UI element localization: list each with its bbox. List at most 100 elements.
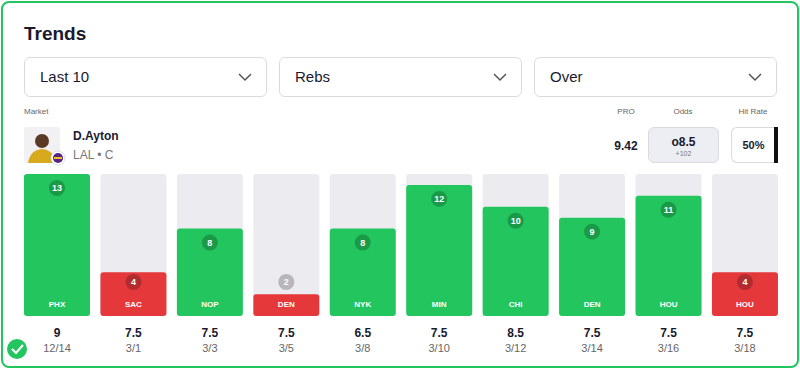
bar [100,272,166,316]
value-badge [737,274,753,290]
odds-line: o8.5 [649,135,718,149]
column-backgrounds [24,174,778,316]
check-mark [12,345,23,353]
market-label: Market [24,107,48,116]
game-date: 3/14 [581,342,602,354]
chevron-icon [493,72,507,82]
game-date: 3/16 [658,342,679,354]
bar [330,229,396,316]
bar [559,218,625,316]
value-badge [431,191,447,207]
category-label: MIN [432,300,447,309]
bar [712,272,778,316]
line-value: 7.5 [660,326,677,340]
game-date: 12/14 [43,342,71,354]
category-label: DEN [584,300,601,309]
data-label: 2 [284,277,289,287]
chevron-icon [748,72,762,82]
pro-value: 9.42 [606,139,646,153]
game-date: 3/18 [734,342,755,354]
page: Trends Last 10 Rebs Over Market PRO Odds Hit Ra… [0,0,800,369]
filter-dropdown[interactable]: Last 10 [24,57,267,97]
data-label: 10 [511,216,521,226]
bar [24,174,90,316]
game-date: 3/5 [279,342,294,354]
line-value: 7.5 [202,326,219,340]
column-bg [712,174,778,316]
category-label: NYK [354,300,371,309]
line-value: 7.5 [584,326,601,340]
pro-label: PRO [612,107,640,116]
column-bg [177,174,243,316]
category-label: NOP [201,300,219,309]
value-badge [508,213,524,229]
category-label: CHI [509,300,523,309]
column-bg [483,174,549,316]
hit-rate-label: Hit Rate [731,107,775,116]
line-value: 6.5 [354,326,371,340]
bar [483,207,549,316]
value-badge [661,202,677,218]
hit-rate-indicator [774,127,778,163]
data-label: 13 [52,183,62,193]
title: Trends [24,23,86,45]
team-logo-inner [53,153,63,163]
odds-price: +102 [649,150,718,157]
bar [406,185,472,316]
data-label: 11 [664,205,674,215]
line-value: 7.5 [431,326,448,340]
data-label: 9 [590,227,595,237]
line-value: 9 [54,326,61,340]
value-badge [355,235,371,251]
odds-box[interactable]: o8.5+102 [648,127,719,163]
game-date: 3/12 [505,342,526,354]
chevron [239,74,251,80]
category-label: HOU [736,300,754,309]
filter-label: Over [550,68,583,85]
column-bg [24,174,90,316]
filter-dropdown[interactable]: Rebs [279,57,522,97]
bar [636,196,702,316]
bar [177,229,243,316]
line-value: 7.5 [737,326,754,340]
data-label: 4 [742,277,747,287]
hit-rate-box: 50% [731,127,775,163]
chart: 13PHX912/144SAC7.53/18NOP7.53/32DEN7.53/… [0,0,800,369]
category-label: DEN [278,300,295,309]
avatar-head [35,134,49,148]
column-bg [636,174,702,316]
category-label: HOU [660,300,678,309]
value-badge [125,274,141,290]
player-avatar [22,126,66,166]
data-label: 8 [207,238,212,248]
column-bg [406,174,472,316]
check-icon [7,339,27,359]
hit-rate-value: 50% [732,139,775,151]
game-date: 3/8 [355,342,370,354]
column-bg [330,174,396,316]
category-label: PHX [49,300,66,309]
filter-dropdown[interactable]: Over [534,57,777,97]
data-label: 12 [434,194,444,204]
value-badge [278,274,294,290]
filter-label: Rebs [295,68,330,85]
chevron [494,74,506,80]
game-date: 3/3 [202,342,217,354]
line-value: 7.5 [278,326,295,340]
data-label: 8 [360,238,365,248]
odds-label: Odds [663,107,703,116]
bar [253,294,319,316]
column-bg [100,174,166,316]
column-bg [559,174,625,316]
game-date: 3/10 [428,342,449,354]
player-name: D.Ayton [73,129,119,143]
player-team: LAL • C [73,148,113,162]
team-logo [51,151,65,165]
line-value: 8.5 [507,326,524,340]
filter-label: Last 10 [40,68,89,85]
line-value: 7.5 [125,326,142,340]
value-badge [584,224,600,240]
value-badge [202,235,218,251]
team-logo-stripe [54,157,62,159]
labels: 13PHX912/144SAC7.53/18NOP7.53/32DEN7.53/… [43,180,755,354]
